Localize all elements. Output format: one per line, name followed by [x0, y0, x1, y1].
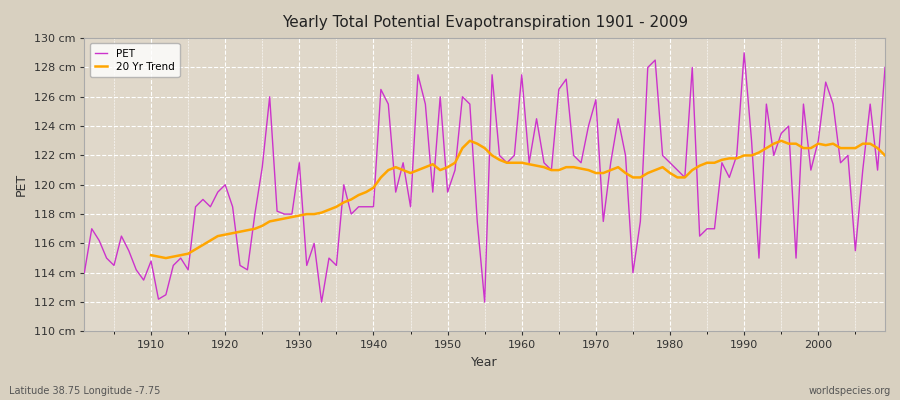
PET [302, 263, 312, 268]
X-axis label: Year: Year [472, 356, 498, 369]
20 Yr Trend [538, 165, 549, 170]
20 Yr Trend [835, 146, 846, 150]
PET [524, 160, 535, 165]
Legend: PET, 20 Yr Trend: PET, 20 Yr Trend [89, 43, 179, 77]
20 Yr Trend [324, 207, 335, 212]
Text: worldspecies.org: worldspecies.org [809, 386, 891, 396]
Text: Latitude 38.75 Longitude -7.75: Latitude 38.75 Longitude -7.75 [9, 386, 160, 396]
PET [739, 50, 750, 55]
20 Yr Trend [146, 253, 157, 258]
PET [613, 116, 624, 121]
20 Yr Trend [858, 141, 868, 146]
Line: PET: PET [85, 53, 885, 302]
20 Yr Trend [294, 213, 305, 218]
Title: Yearly Total Potential Evapotranspiration 1901 - 2009: Yearly Total Potential Evapotranspiratio… [282, 15, 688, 30]
PET [139, 278, 149, 282]
PET [316, 300, 327, 304]
Line: 20 Yr Trend: 20 Yr Trend [151, 141, 885, 258]
PET [79, 270, 90, 275]
PET [517, 72, 527, 77]
PET [879, 65, 890, 70]
20 Yr Trend [879, 153, 890, 158]
20 Yr Trend [160, 256, 171, 260]
Y-axis label: PET: PET [15, 173, 28, 196]
20 Yr Trend [464, 138, 475, 143]
PET [353, 204, 364, 209]
20 Yr Trend [598, 171, 608, 176]
